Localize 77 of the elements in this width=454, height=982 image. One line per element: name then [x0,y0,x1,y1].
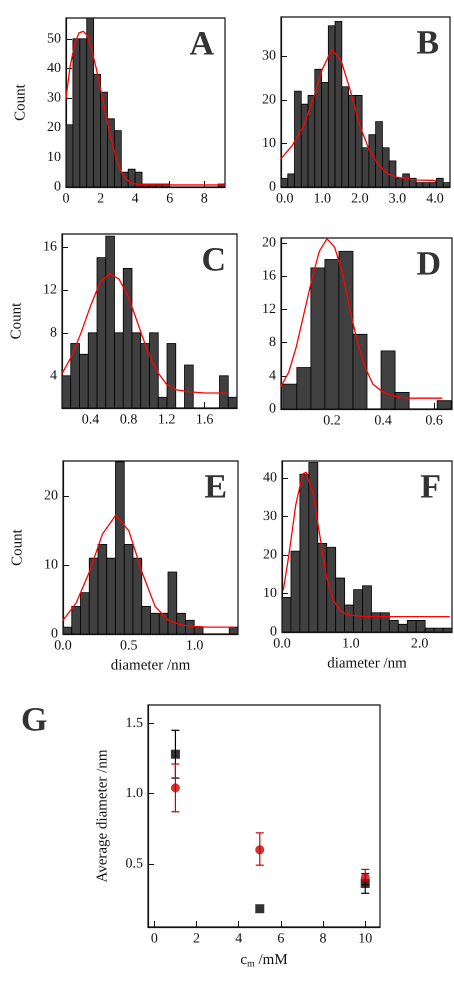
x-tick-label: 4.0 [426,192,444,206]
x-tick-label: 2 [97,192,104,206]
x-tick-label: 0.4 [374,414,392,428]
y-tick-label: 1.0 [126,786,143,802]
y-tick-label: 40 [47,60,61,76]
x-tick-label: 6 [166,192,174,206]
y-tick-label: 30 [263,508,277,524]
chart-title: A [189,26,214,62]
y-tick-label: 20 [262,235,276,250]
x-tick-label: 1.0 [314,192,332,206]
x-tick-label: 0.0 [54,638,72,654]
y-tick-label: 12 [43,282,57,298]
x-tick-label: 2.0 [351,192,369,206]
y-tick-label: 16 [262,268,276,284]
y-tick-label: 0 [54,180,61,194]
x-tick-label: 1.2 [158,412,176,428]
point [360,873,370,882]
y-axis-title: Average diameter /nm [94,749,110,882]
x-tick-label: 2 [193,932,200,946]
y-tick-label: 20 [262,92,276,108]
x-tick-label: 0.2 [323,414,341,428]
y-tick-label: 1.5 [126,716,143,731]
y-tick-label: 30 [262,48,276,64]
y-tick-label: 0 [270,624,277,640]
line-series [282,472,450,618]
x-tick-label: 3.0 [388,192,406,206]
x-tick-label: 1.0 [186,638,204,654]
x-tick-label: 8 [320,932,327,946]
chart-title: G [21,702,48,738]
x-axis-title: diameter /nm [110,658,191,674]
y-tick-label: 4 [269,368,276,384]
x-tick-label: 1.0 [342,636,360,652]
y-tick-label: 0 [269,402,276,416]
y-axis-title: Count [8,302,24,340]
y-tick-label: 0 [269,180,276,194]
y-tick-label: 8 [269,335,276,350]
x-tick-label: 0.6 [425,414,443,428]
x-tick-label: 0.0 [276,192,294,206]
y-tick-label: 12 [262,302,276,317]
y-axis-title: Count [10,528,26,566]
x-axis-title: diameter /nm [327,656,408,672]
x-tick-label: 0.0 [273,636,291,652]
line-series [65,30,226,186]
y-tick-label: 30 [47,90,61,106]
point [255,904,264,914]
point [170,783,180,792]
x-tick-label: 10 [358,932,372,946]
chart-title: D [416,246,442,282]
x-tick-label: 2.0 [410,636,428,652]
y-tick-label: 8 [50,325,57,340]
chart-title: F [420,468,442,506]
y-tick-label: 10 [263,586,277,601]
chart-title: C [201,242,226,278]
y-tick-label: 10 [262,136,276,151]
chart-title: E [204,468,228,506]
x-tick-label: 1.6 [196,412,214,428]
point [170,750,180,759]
y-tick-label: 20 [47,120,61,136]
y-tick-label: 20 [44,488,58,504]
y-tick-label: 10 [47,150,61,165]
x-tick-label: 4 [235,932,242,946]
x-tick-label: 0 [150,932,158,946]
y-tick-label: 0.5 [126,856,143,872]
x-tick-label: 6 [277,932,284,946]
y-tick-label: 0 [51,626,58,642]
x-tick-label: 8 [200,192,208,206]
y-axis-title: Count [12,83,28,121]
y-tick-label: 40 [263,470,277,486]
y-tick-label: 4 [50,368,57,384]
y-tick-label: 16 [43,239,57,254]
point [255,845,264,854]
y-tick-label: 50 [47,31,61,46]
chart-title: B [416,24,440,62]
y-tick-label: 20 [263,547,277,562]
x-tick-label: 0.8 [120,412,138,428]
y-tick-label: 10 [44,558,58,573]
x-tick-label: 0.4 [82,412,100,428]
